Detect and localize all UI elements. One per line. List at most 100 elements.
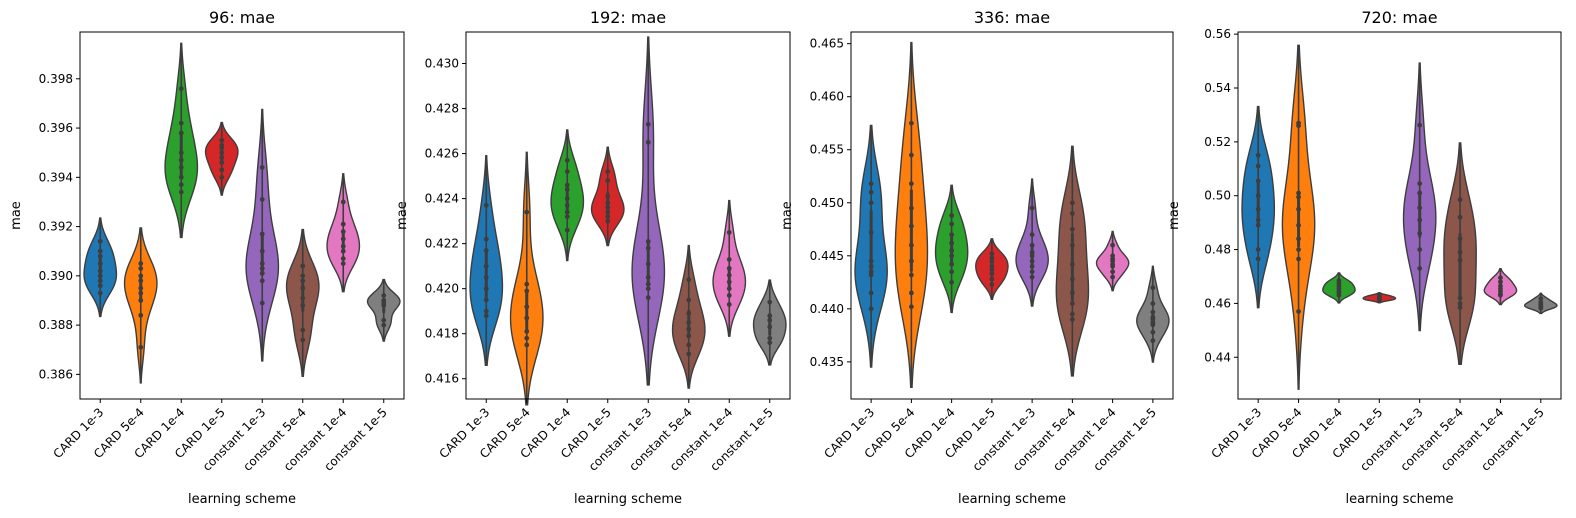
y-tick-label: 0.418 bbox=[425, 327, 459, 341]
y-tick-label: 0.422 bbox=[425, 237, 459, 251]
data-point bbox=[1069, 200, 1075, 206]
data-point bbox=[300, 263, 306, 269]
data-point bbox=[1296, 309, 1301, 314]
data-point bbox=[564, 157, 570, 163]
data-point bbox=[949, 221, 955, 227]
data-point bbox=[219, 167, 225, 173]
data-point bbox=[949, 232, 955, 237]
data-point bbox=[908, 242, 914, 248]
data-point bbox=[300, 285, 306, 291]
data-point bbox=[1110, 253, 1116, 259]
y-axis-label: mae bbox=[1167, 201, 1182, 230]
data-point bbox=[726, 266, 732, 271]
y-tick-label: 0.388 bbox=[39, 318, 73, 332]
axes-frame bbox=[1237, 31, 1562, 400]
data-point bbox=[908, 205, 914, 211]
data-point bbox=[605, 169, 611, 175]
data-point bbox=[381, 298, 387, 303]
data-point bbox=[645, 275, 651, 280]
data-point bbox=[300, 273, 306, 279]
data-point bbox=[524, 281, 530, 287]
data-point bbox=[1255, 217, 1261, 223]
data-point bbox=[138, 298, 144, 303]
data-point bbox=[97, 268, 103, 274]
data-point bbox=[259, 300, 265, 306]
data-point bbox=[686, 311, 692, 316]
data-point bbox=[908, 304, 914, 310]
data-point bbox=[178, 130, 184, 136]
data-point bbox=[645, 286, 651, 292]
y-tick-label: 0.435 bbox=[810, 355, 844, 369]
data-point bbox=[686, 342, 692, 348]
data-point bbox=[524, 288, 530, 294]
data-point bbox=[726, 286, 732, 292]
data-point bbox=[989, 264, 995, 269]
data-point bbox=[1296, 222, 1301, 228]
data-point bbox=[949, 248, 955, 253]
data-point bbox=[564, 214, 570, 220]
data-point bbox=[767, 324, 773, 330]
data-point bbox=[686, 351, 692, 357]
data-point bbox=[340, 256, 346, 261]
data-point bbox=[1296, 194, 1301, 200]
data-point bbox=[645, 139, 651, 145]
data-point bbox=[868, 200, 874, 206]
data-point bbox=[1296, 120, 1301, 126]
data-point bbox=[97, 238, 103, 244]
y-tick-label: 0.44 bbox=[1204, 350, 1231, 364]
data-point bbox=[645, 261, 651, 267]
data-point bbox=[219, 137, 225, 143]
data-point bbox=[949, 213, 955, 218]
y-tick-label: 0.460 bbox=[810, 90, 844, 104]
data-point bbox=[1336, 278, 1342, 283]
data-point bbox=[726, 257, 732, 262]
data-point bbox=[1069, 226, 1075, 232]
data-point bbox=[949, 269, 955, 275]
data-point bbox=[97, 290, 103, 296]
data-point bbox=[767, 313, 773, 319]
data-point bbox=[1417, 181, 1423, 186]
data-point bbox=[1029, 232, 1035, 237]
data-point bbox=[949, 240, 955, 246]
data-point bbox=[1457, 197, 1463, 203]
data-point bbox=[138, 273, 144, 279]
data-point bbox=[1457, 305, 1463, 310]
data-point bbox=[868, 269, 874, 275]
data-point bbox=[908, 258, 914, 264]
y-tick-label: 0.392 bbox=[39, 220, 73, 234]
data-point bbox=[1498, 283, 1503, 289]
data-point bbox=[1296, 236, 1301, 242]
data-point bbox=[524, 315, 530, 321]
data-point bbox=[138, 285, 144, 291]
chart-title: 96: mae bbox=[209, 8, 275, 27]
data-point bbox=[524, 335, 530, 341]
data-point bbox=[1150, 338, 1156, 344]
y-tick-label: 0.465 bbox=[810, 37, 844, 51]
x-axis-label: learning scheme bbox=[574, 492, 682, 507]
data-point bbox=[1069, 261, 1075, 267]
data-point bbox=[178, 165, 184, 170]
data-point bbox=[605, 193, 611, 199]
data-point bbox=[178, 157, 184, 163]
data-point bbox=[726, 229, 732, 235]
data-point bbox=[1069, 301, 1075, 306]
data-point bbox=[564, 227, 570, 233]
data-point bbox=[381, 322, 387, 328]
data-point bbox=[259, 278, 265, 284]
data-point bbox=[219, 150, 225, 156]
y-tick-label: 0.455 bbox=[810, 143, 844, 157]
data-point bbox=[340, 248, 346, 254]
data-point bbox=[564, 196, 570, 202]
data-point bbox=[381, 293, 387, 298]
data-point bbox=[1069, 290, 1075, 296]
data-point bbox=[1255, 193, 1261, 199]
data-point bbox=[686, 297, 692, 303]
data-point bbox=[868, 264, 874, 269]
data-point bbox=[1150, 314, 1156, 320]
data-point bbox=[524, 329, 530, 334]
data-point bbox=[1538, 299, 1544, 305]
y-tick-label: 0.445 bbox=[810, 249, 844, 263]
data-point bbox=[138, 312, 144, 318]
y-tick-label: 0.56 bbox=[1204, 27, 1231, 41]
data-point bbox=[483, 275, 489, 280]
